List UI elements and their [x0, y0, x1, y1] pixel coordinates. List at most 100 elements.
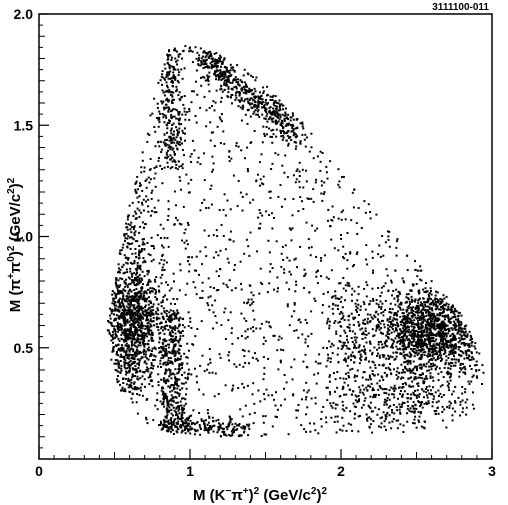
data-point [447, 371, 450, 374]
data-point [187, 419, 189, 422]
data-point [210, 63, 213, 66]
data-point [329, 360, 332, 363]
data-point [426, 318, 429, 321]
data-point [437, 301, 440, 304]
data-point [145, 311, 148, 314]
data-point [357, 394, 360, 397]
data-point [320, 192, 323, 195]
data-point [155, 165, 158, 168]
data-point [417, 314, 420, 317]
data-point [154, 296, 157, 299]
data-point [399, 348, 402, 351]
data-point [178, 222, 181, 225]
data-point [172, 74, 175, 77]
data-point [367, 378, 370, 381]
data-point [249, 115, 252, 118]
data-point [460, 314, 463, 317]
data-point [386, 345, 389, 348]
data-point [406, 397, 409, 400]
data-point [349, 410, 352, 413]
data-point [109, 307, 112, 310]
data-point [130, 381, 133, 384]
data-point [434, 359, 437, 362]
data-point [366, 418, 368, 420]
data-point [474, 347, 477, 350]
data-point [155, 316, 158, 319]
data-point [168, 50, 171, 53]
data-point [351, 191, 354, 194]
data-point [220, 120, 223, 123]
data-point [373, 374, 375, 377]
data-point [387, 336, 390, 339]
data-point [326, 359, 329, 362]
data-point [387, 354, 390, 357]
data-point [449, 351, 452, 353]
data-point [120, 353, 123, 356]
data-point [412, 385, 415, 388]
data-point [230, 331, 233, 334]
data-point [283, 398, 286, 401]
data-point [252, 294, 255, 297]
data-point [125, 332, 128, 335]
data-point [235, 87, 238, 90]
data-point [453, 358, 456, 361]
data-point [357, 346, 360, 349]
data-point [345, 393, 348, 396]
data-point [346, 325, 349, 328]
data-point [161, 273, 164, 276]
data-point [427, 400, 430, 403]
data-point [218, 77, 221, 80]
data-point [432, 343, 435, 346]
data-point [338, 298, 341, 300]
data-point [383, 326, 386, 329]
data-point [402, 376, 405, 379]
data-point [244, 98, 247, 101]
data-point [405, 309, 408, 312]
data-point [427, 299, 430, 301]
data-point [243, 301, 246, 304]
data-point [264, 99, 267, 101]
data-point [140, 286, 143, 289]
data-point [240, 80, 243, 83]
data-point [175, 216, 177, 219]
data-point [127, 223, 130, 226]
data-point [238, 91, 241, 93]
data-point [398, 386, 401, 389]
data-point [283, 374, 286, 376]
data-point [425, 282, 427, 284]
data-point [212, 131, 214, 134]
data-point [396, 300, 399, 303]
data-point [438, 323, 441, 326]
data-point [394, 313, 396, 316]
data-point [405, 368, 408, 371]
data-point [406, 393, 409, 395]
data-point [452, 390, 455, 393]
data-point [130, 226, 133, 229]
data-point [252, 301, 255, 303]
data-point [147, 280, 150, 283]
data-point [372, 298, 374, 301]
data-point [119, 347, 122, 350]
data-point [403, 332, 406, 335]
data-point [420, 304, 423, 307]
data-point [261, 182, 263, 185]
data-point [239, 191, 242, 194]
data-point [301, 122, 304, 125]
data-point [126, 367, 129, 370]
data-point [123, 281, 126, 284]
data-point [237, 78, 239, 81]
data-point [293, 303, 296, 306]
data-point [147, 269, 150, 272]
data-point [238, 83, 241, 86]
data-point [436, 301, 439, 304]
data-point [422, 341, 425, 344]
data-point [390, 331, 393, 334]
data-point [147, 303, 150, 306]
data-point [411, 283, 414, 286]
data-point [298, 161, 301, 164]
data-point [142, 312, 144, 315]
data-point [291, 227, 294, 230]
data-point [413, 378, 416, 381]
data-point [141, 221, 144, 224]
data-point [177, 55, 180, 58]
